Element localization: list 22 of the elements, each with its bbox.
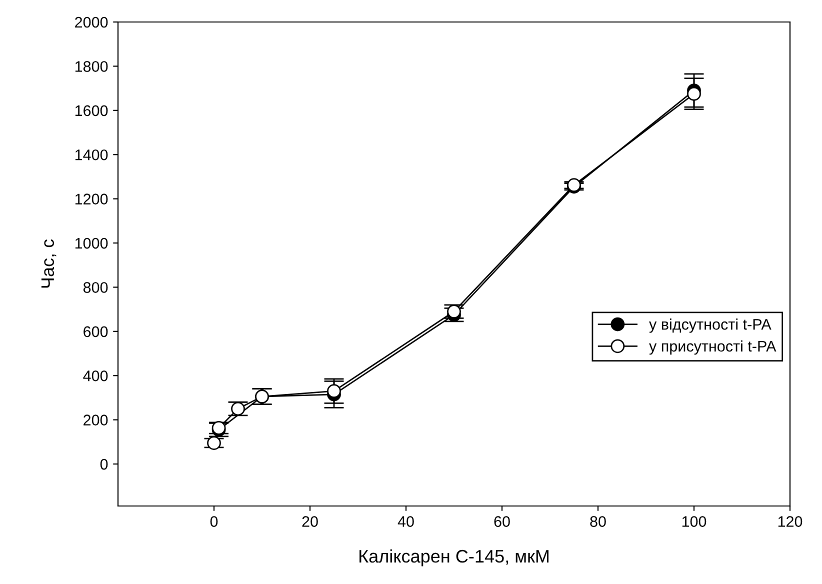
legend-label: у відсутності t-PA (649, 318, 772, 333)
x-tick-label: 80 (590, 516, 606, 527)
legend-label: у присутності t-PA (649, 340, 776, 355)
y-tick-label: 1800 (75, 61, 108, 72)
y-tick-label: 400 (83, 370, 108, 382)
y-tick-label: 1600 (75, 105, 108, 116)
x-tick-label: 20 (302, 516, 318, 527)
y-tick-label: 200 (84, 414, 108, 426)
y-tick-label: 800 (83, 282, 108, 293)
y-tick-label: 2000 (75, 16, 108, 28)
y-axis-title: Час, с (41, 239, 56, 288)
x-tick-label: 100 (682, 516, 706, 527)
y-tick-label: 1400 (75, 149, 108, 160)
y-tick-label: 1200 (75, 194, 108, 204)
y-tick-label: 0 (100, 458, 108, 470)
x-tick-label: 120 (778, 516, 802, 527)
x-tick-label: 40 (398, 516, 414, 527)
y-tick-label: 600 (84, 326, 108, 338)
x-axis-title: Каліксарен С-145, мкМ (360, 549, 548, 566)
x-tick-label: 0 (210, 516, 218, 527)
y-tick-label: 1000 (75, 238, 108, 249)
x-tick-label: 60 (494, 516, 510, 527)
